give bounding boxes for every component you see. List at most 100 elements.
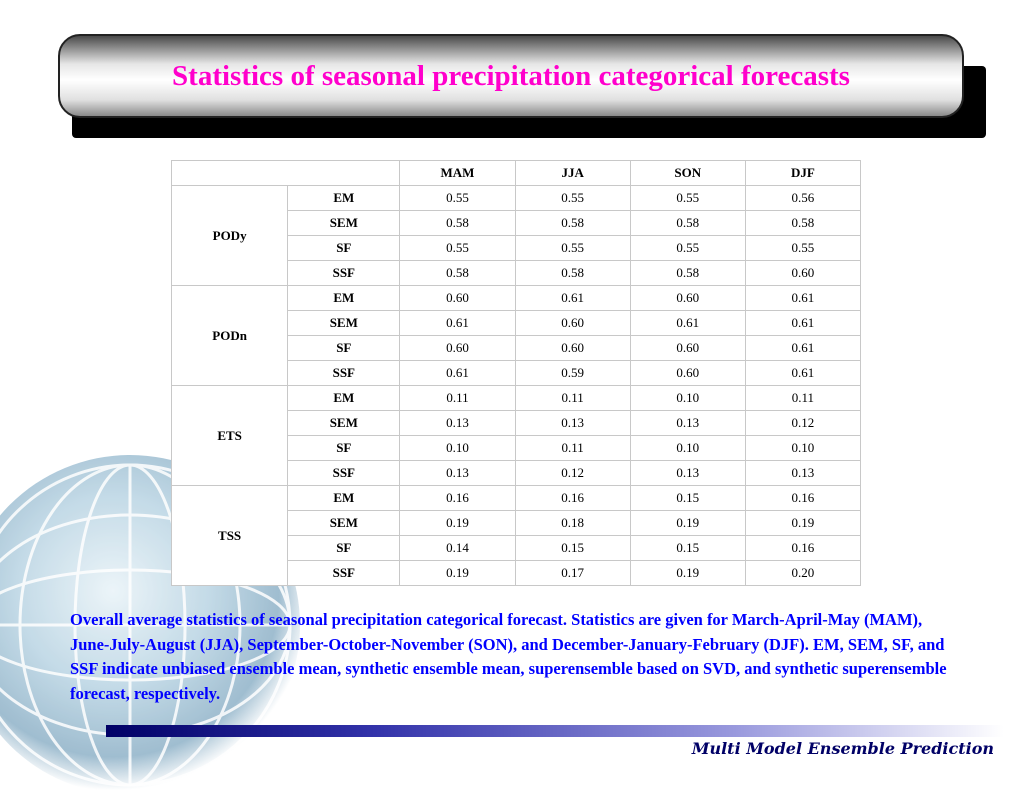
table-row: TSS EM 0.16 0.16 0.15 0.16: [170, 485, 862, 586]
method-label: SEM: [287, 210, 401, 236]
method-label: SEM: [287, 510, 401, 536]
value-cell: 0.18: [514, 510, 631, 536]
column-header: MAM: [399, 160, 516, 186]
value-cell: 0.58: [514, 260, 631, 286]
method-label: SEM: [287, 410, 401, 436]
value-cell: 0.10: [744, 435, 862, 461]
footer-label: Multi Model Ensemble Prediction: [691, 739, 994, 758]
value-cell: 0.55: [629, 235, 746, 261]
value-cell: 0.16: [399, 485, 516, 511]
column-header: JJA: [514, 160, 631, 186]
table-corner-cell: [170, 160, 401, 186]
method-label: SEM: [287, 310, 401, 336]
value-cell: 0.13: [399, 460, 516, 486]
table-row: SSF 0.13 0.12 0.13 0.13: [172, 460, 862, 486]
method-label: SF: [287, 335, 401, 361]
value-cell: 0.58: [629, 260, 746, 286]
value-cell: 0.58: [399, 210, 516, 236]
value-cell: 0.58: [399, 260, 516, 286]
value-cell: 0.11: [399, 385, 516, 411]
method-label: SF: [287, 435, 401, 461]
method-label: SF: [287, 235, 401, 261]
value-cell: 0.17: [514, 560, 631, 586]
value-cell: 0.60: [514, 310, 631, 336]
value-cell: 0.58: [629, 210, 746, 236]
value-cell: 0.61: [744, 335, 862, 361]
table-header-row: MAM JJA SON DJF: [170, 160, 862, 186]
value-cell: 0.20: [744, 560, 862, 586]
table-row: SSF 0.19 0.17 0.19 0.20: [172, 560, 862, 586]
method-label: SSF: [287, 460, 401, 486]
table-row: SF 0.60 0.60 0.60 0.61: [172, 335, 862, 361]
method-label: EM: [287, 385, 401, 411]
value-cell: 0.19: [629, 510, 746, 536]
table-row: SEM 0.19 0.18 0.19 0.19: [172, 510, 862, 536]
value-cell: 0.60: [514, 335, 631, 361]
value-cell: 0.11: [514, 435, 631, 461]
value-cell: 0.60: [629, 285, 746, 311]
value-cell: 0.58: [744, 210, 862, 236]
value-cell: 0.11: [744, 385, 862, 411]
table-caption: Overall average statistics of seasonal p…: [70, 610, 947, 703]
value-cell: 0.19: [629, 560, 746, 586]
value-cell: 0.19: [744, 510, 862, 536]
footer-gradient-bar: [106, 725, 1004, 737]
value-cell: 0.60: [629, 335, 746, 361]
value-cell: 0.60: [399, 335, 516, 361]
value-cell: 0.55: [399, 185, 516, 211]
metric-label: TSS: [170, 485, 289, 586]
value-cell: 0.55: [629, 185, 746, 211]
value-cell: 0.61: [744, 285, 862, 311]
column-header: DJF: [744, 160, 862, 186]
table-row: SEM 0.13 0.13 0.13 0.12: [172, 410, 862, 436]
table-row: SEM 0.61 0.60 0.61 0.61: [172, 310, 862, 336]
value-cell: 0.55: [514, 185, 631, 211]
value-cell: 0.61: [629, 310, 746, 336]
table-row: PODy EM 0.55 0.55 0.55 0.56: [170, 185, 862, 286]
table-body: PODy EM 0.55 0.55 0.55 0.56 SEM 0.58 0.58 0.58 0.5…: [170, 185, 862, 586]
value-cell: 0.13: [629, 410, 746, 436]
value-cell: 0.14: [399, 535, 516, 561]
value-cell: 0.10: [629, 435, 746, 461]
value-cell: 0.13: [744, 460, 862, 486]
value-cell: 0.19: [399, 560, 516, 586]
method-label: SSF: [287, 260, 401, 286]
metric-label: PODy: [170, 185, 289, 286]
value-cell: 0.55: [514, 235, 631, 261]
method-label: SSF: [287, 360, 401, 386]
value-cell: 0.10: [399, 435, 516, 461]
table-row: SEM 0.58 0.58 0.58 0.58: [172, 210, 862, 236]
value-cell: 0.19: [399, 510, 516, 536]
table-row: SF 0.14 0.15 0.15 0.16: [172, 535, 862, 561]
value-cell: 0.59: [514, 360, 631, 386]
value-cell: 0.15: [629, 535, 746, 561]
value-cell: 0.13: [514, 410, 631, 436]
slide-title: Statistics of seasonal precipitation cat…: [172, 59, 850, 92]
value-cell: 0.12: [514, 460, 631, 486]
value-cell: 0.61: [744, 360, 862, 386]
value-cell: 0.61: [399, 360, 516, 386]
value-cell: 0.12: [744, 410, 862, 436]
column-header: SON: [629, 160, 746, 186]
value-cell: 0.60: [399, 285, 516, 311]
value-cell: 0.13: [629, 460, 746, 486]
title-banner: Statistics of seasonal precipitation cat…: [58, 34, 964, 118]
value-cell: 0.16: [744, 485, 862, 511]
metric-label: PODn: [170, 285, 289, 386]
statistics-table: MAM JJA SON DJF PODy EM 0.55 0.55 0.55 0.56 SE…: [170, 160, 862, 586]
method-label: SF: [287, 535, 401, 561]
value-cell: 0.15: [629, 485, 746, 511]
value-cell: 0.10: [629, 385, 746, 411]
table-row: ETS EM 0.11 0.11 0.10 0.11: [170, 385, 862, 486]
method-label: EM: [287, 485, 401, 511]
method-label: EM: [287, 285, 401, 311]
value-cell: 0.13: [399, 410, 516, 436]
value-cell: 0.60: [629, 360, 746, 386]
metric-label: ETS: [170, 385, 289, 486]
value-cell: 0.61: [744, 310, 862, 336]
value-cell: 0.58: [514, 210, 631, 236]
value-cell: 0.56: [744, 185, 862, 211]
value-cell: 0.11: [514, 385, 631, 411]
value-cell: 0.60: [744, 260, 862, 286]
value-cell: 0.16: [744, 535, 862, 561]
